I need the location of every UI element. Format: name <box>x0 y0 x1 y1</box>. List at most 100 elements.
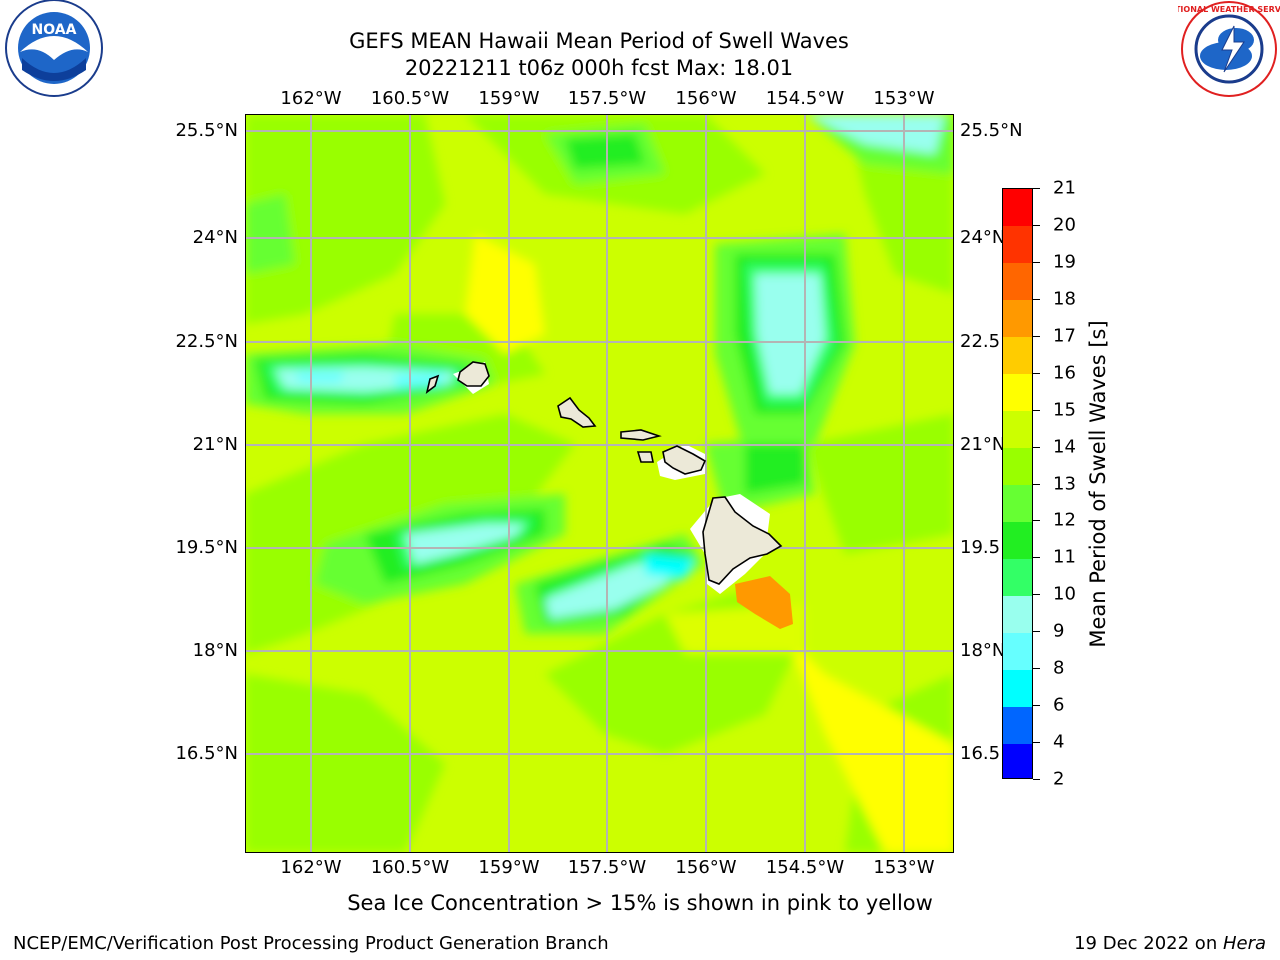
colorbar-tick-label: 8 <box>1053 657 1065 679</box>
colorbar-tick-label: 13 <box>1053 473 1076 494</box>
colorbar-tick-label: 20 <box>1053 214 1076 236</box>
lon-label-top: 154.5°W <box>765 88 845 109</box>
nws-logo: NATIONAL WEATHER SERVICE <box>1178 1 1280 97</box>
colorbar-tick-label: 14 <box>1053 436 1076 458</box>
sea-ice-note: Sea Ice Concentration > 15% is shown in … <box>347 891 933 915</box>
colorbar <box>1002 188 1033 779</box>
title-line-1: GEFS MEAN Hawaii Mean Period of Swell Wa… <box>349 29 849 53</box>
colorbar-tick-label: 4 <box>1053 731 1065 753</box>
lat-label-right: 16.5 <box>960 743 1001 764</box>
graticule <box>245 114 954 853</box>
footer-date: 19 Dec 2022 on <box>1074 933 1223 954</box>
island-niihau <box>425 374 440 394</box>
island-hawaii <box>702 496 783 585</box>
colorbar-segment <box>1003 521 1032 559</box>
lat-label-right: 19.5 <box>960 537 1001 558</box>
colorbar-segment <box>1003 299 1032 338</box>
map-frame <box>245 114 954 853</box>
colorbar-tick-mark <box>1033 631 1040 633</box>
colorbar-tick-label: 6 <box>1053 694 1065 716</box>
lat-label-right: 21°N <box>960 434 1006 455</box>
colorbar-tick-mark <box>1033 742 1040 744</box>
colorbar-tick-mark <box>1033 705 1040 707</box>
colorbar-tick-mark <box>1033 188 1040 189</box>
colorbar-tick-mark <box>1033 335 1040 337</box>
colorbar-tick-mark <box>1033 372 1040 374</box>
colorbar-tick-mark <box>1033 594 1040 596</box>
colorbar-tick-label: 10 <box>1053 583 1076 605</box>
island-oahu <box>557 396 597 428</box>
lon-label-bottom: 160.5°W <box>370 857 450 878</box>
lon-label-top: 157.5°W <box>567 88 647 109</box>
colorbar-tick-mark <box>1033 224 1040 226</box>
colorbar-tick-mark <box>1033 298 1040 300</box>
lat-label-left: 25.5°N <box>175 120 238 141</box>
lat-label-left: 22.5°N <box>175 331 238 352</box>
colorbar-tick-mark <box>1033 668 1040 670</box>
lat-label-right: 24°N <box>960 227 1006 248</box>
lon-label-top: 159°W <box>478 88 540 109</box>
lat-label-right: 25.5°N <box>960 120 1023 141</box>
colorbar-tick-label: 11 <box>1053 546 1076 568</box>
footer-left: NCEP/EMC/Verification Post Processing Pr… <box>13 933 609 954</box>
colorbar-tick-mark <box>1033 520 1040 522</box>
colorbar-tick-label: 9 <box>1053 620 1065 642</box>
colorbar-segment <box>1003 410 1032 449</box>
lat-label-right: 18°N <box>960 640 1006 661</box>
nws-ring-text: NATIONAL WEATHER SERVICE <box>1178 5 1280 14</box>
colorbar-segment <box>1003 558 1032 596</box>
lon-label-bottom: 162°W <box>280 857 342 878</box>
lat-label-left: 24°N <box>192 227 238 248</box>
lon-label-top: 153°W <box>873 88 935 109</box>
lat-label-left: 21°N <box>192 434 238 455</box>
lon-label-top: 160.5°W <box>370 88 450 109</box>
colorbar-tick-label: 21 <box>1053 177 1076 199</box>
footer-right: 19 Dec 2022 on Hera <box>1074 933 1266 954</box>
map-border <box>245 114 954 853</box>
colorbar-segment <box>1003 595 1032 633</box>
lat-label-left: 18°N <box>192 640 238 661</box>
lat-label-left: 16.5°N <box>175 743 238 764</box>
colorbar-segment <box>1003 373 1032 412</box>
noaa-logo-text: NOAA <box>32 22 77 38</box>
colorbar-tick-mark <box>1033 779 1040 780</box>
colorbar-tick-label: 15 <box>1053 399 1076 421</box>
island-lanai <box>636 451 654 463</box>
lon-label-bottom: 159°W <box>478 857 540 878</box>
colorbar-tick-label: 12 <box>1053 509 1076 531</box>
island-kauai <box>457 361 490 387</box>
lon-label-bottom: 156°W <box>675 857 737 878</box>
colorbar-segment <box>1003 225 1032 264</box>
colorbar-tick-label: 2 <box>1053 768 1065 790</box>
colorbar-segment <box>1003 743 1032 778</box>
colorbar-segment <box>1003 336 1032 375</box>
lon-label-top: 156°W <box>675 88 737 109</box>
colorbar-segment <box>1003 447 1032 485</box>
colorbar-tick-mark <box>1033 446 1040 448</box>
lon-label-bottom: 153°W <box>873 857 935 878</box>
colorbar-segment <box>1003 706 1032 744</box>
colorbar-segment <box>1003 632 1032 670</box>
colorbar-segment <box>1003 189 1032 227</box>
colorbar-tick-mark <box>1033 261 1040 263</box>
lon-label-bottom: 154.5°W <box>765 857 845 878</box>
colorbar-tick-label: 19 <box>1053 251 1076 273</box>
swell-period-field <box>245 114 954 853</box>
colorbar-tick-mark <box>1033 557 1040 559</box>
colorbar-segment <box>1003 262 1032 301</box>
colorbar-label: Mean Period of Swell Waves [s] <box>1086 320 1110 648</box>
lat-label-right: 22.5 <box>960 331 1001 352</box>
colorbar-segment <box>1003 484 1032 522</box>
noaa-logo: NOAA <box>5 0 103 97</box>
island-maui <box>662 445 707 475</box>
colorbar-tick-label: 18 <box>1053 288 1076 310</box>
island-molokai <box>620 429 662 441</box>
lon-label-top: 162°W <box>280 88 342 109</box>
title-line-2: 20221211 t06z 000h fcst Max: 18.01 <box>404 56 794 80</box>
lat-label-left: 19.5°N <box>175 537 238 558</box>
colorbar-tick-mark <box>1033 483 1040 485</box>
colorbar-segment <box>1003 669 1032 707</box>
colorbar-tick-mark <box>1033 409 1040 411</box>
colorbar-tick-label: 17 <box>1053 325 1076 347</box>
footer-host: Hera <box>1222 933 1266 954</box>
